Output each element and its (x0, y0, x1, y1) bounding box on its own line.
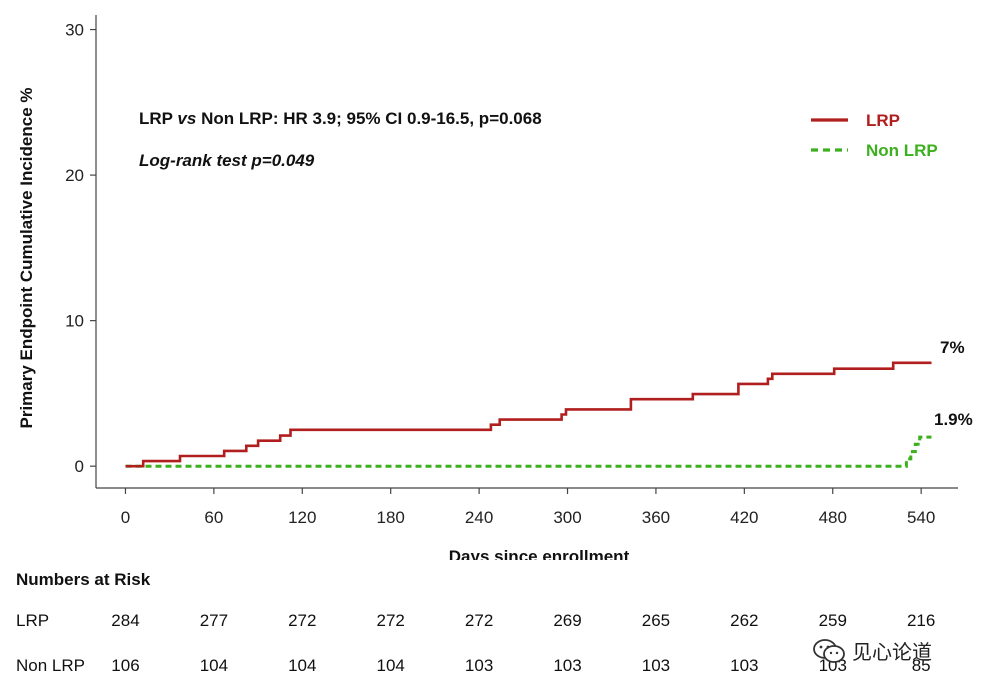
risk-cell: 103 (464, 656, 494, 675)
wechat-icon (813, 638, 845, 663)
y-tick-label: 0 (75, 457, 84, 476)
non-lrp-end-label: 1.9% (934, 410, 973, 429)
risk-cell: 272 (288, 611, 317, 630)
legend-label-non-lrp: Non LRP (866, 141, 938, 160)
legend: LRP Non LRP (811, 111, 938, 160)
x-tick-label: 360 (642, 508, 670, 527)
risk-cell: 284 (111, 611, 140, 630)
risk-row-label: Non LRP (16, 656, 85, 675)
risk-cell: 272 (376, 611, 405, 630)
risk-cell: 277 (199, 611, 229, 630)
series-line-lrp (125, 361, 932, 468)
watermark-text: 见心论道 (852, 642, 932, 664)
x-tick-label: 0 (121, 508, 130, 527)
risk-cell: 265 (641, 611, 671, 630)
y-axis-label: Primary Endpoint Cumulative Incidence % (17, 87, 36, 428)
km-chart: 0 10 20 30 0 60 120 180 240 300 360 420 480 540 Prim… (17, 15, 973, 560)
x-tick-label: 480 (819, 508, 847, 527)
risk-cell: 103 (730, 656, 759, 675)
risk-cell: 106 (111, 656, 140, 675)
logrank-annotation: Log-rank test p=0.049 (139, 151, 315, 170)
y-tick-label: 30 (65, 21, 84, 40)
risk-row-label: LRP (16, 611, 50, 630)
y-tick-label: 20 (65, 166, 84, 185)
risk-cell: 104 (376, 656, 405, 675)
risk-cell: 85 (911, 656, 931, 675)
risk-cell: 262 (730, 611, 759, 630)
risk-table-title: Numbers at Risk (16, 570, 151, 589)
hr-vs: vs (177, 109, 196, 128)
risk-cell: 104 (199, 656, 229, 675)
x-tick-label: 300 (553, 508, 581, 527)
risk-cell: 103 (553, 656, 582, 675)
x-tick-label: 60 (204, 508, 223, 527)
risk-cell: 259 (818, 611, 847, 630)
axes (95, 15, 958, 489)
series-line-non-lrp (125, 435, 932, 468)
watermark: 见心论道 (812, 636, 932, 665)
series-lines (125, 361, 932, 468)
y-tick-label: 10 (65, 312, 84, 331)
lrp-end-label: 7% (940, 338, 965, 357)
legend-label-lrp: LRP (866, 111, 900, 130)
hazard-ratio-annotation: LRP vs Non LRP: HR 3.9; 95% CI 0.9-16.5,… (139, 109, 542, 128)
x-tick-label: 540 (907, 508, 935, 527)
risk-cell: 269 (553, 611, 582, 630)
x-axis-ticks: 0 60 120 180 240 300 360 420 480 540 (121, 488, 935, 527)
x-tick-label: 240 (465, 508, 493, 527)
risk-cell: 272 (464, 611, 494, 630)
risk-cell: 216 (906, 611, 936, 630)
risk-cell: 104 (288, 656, 317, 675)
risk-cell: 103 (641, 656, 671, 675)
x-tick-label: 420 (730, 508, 758, 527)
x-tick-label: 180 (377, 508, 405, 527)
x-tick-label: 120 (288, 508, 316, 527)
hr-prefix: LRP (139, 109, 177, 128)
hr-suffix: Non LRP: HR 3.9; 95% CI 0.9-16.5, p=0.06… (196, 109, 541, 128)
y-axis-ticks: 0 10 20 30 (65, 21, 96, 476)
x-axis-label: Days since enrollment (449, 547, 630, 560)
